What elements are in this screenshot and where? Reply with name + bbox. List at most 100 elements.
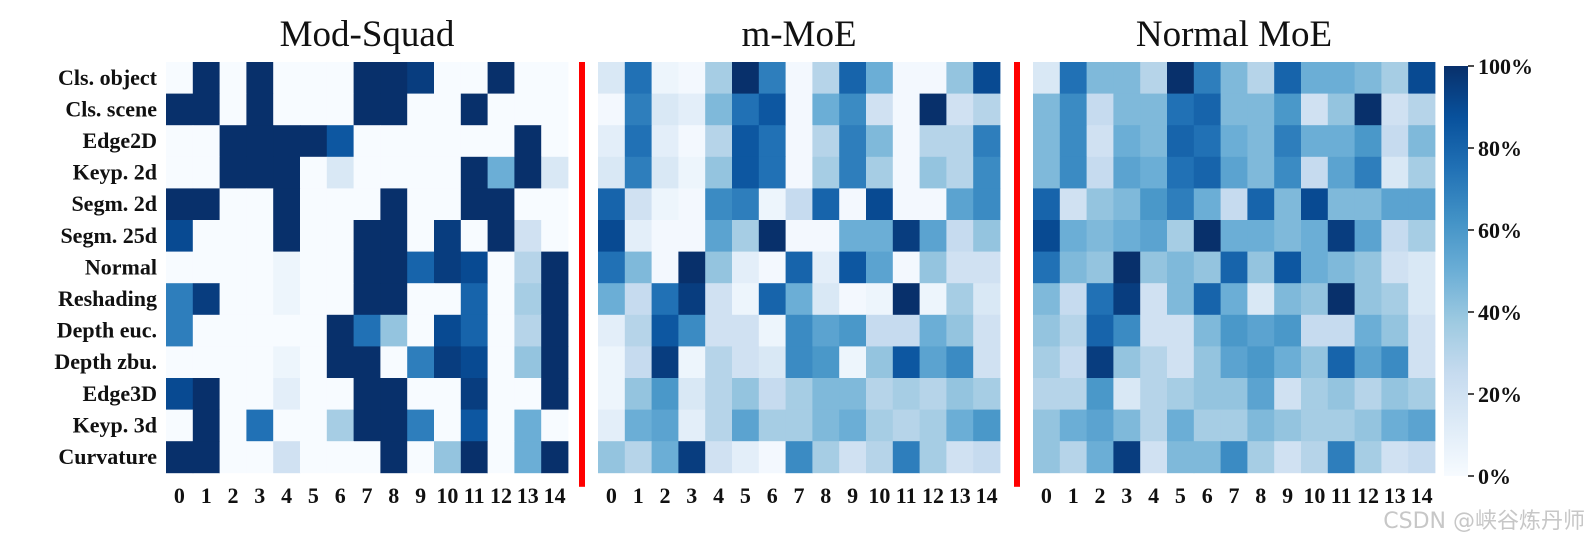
heatmap-cell [946, 409, 974, 442]
heatmap-cell [380, 314, 408, 347]
heatmap-cell [166, 251, 194, 284]
heatmap-cell [1059, 125, 1087, 158]
heatmap-cell [678, 314, 706, 347]
heatmap-cell [732, 314, 760, 347]
heatmap-cell [326, 251, 354, 284]
heatmap-cell [1408, 93, 1436, 126]
heatmap-cell [246, 441, 274, 474]
column-tick-label: 7 [362, 483, 373, 508]
heatmap-cell [1274, 62, 1302, 94]
heatmap-cell [1220, 188, 1248, 221]
heatmap-cell [1354, 156, 1382, 189]
heatmap-cell [973, 441, 1001, 474]
heatmap-cell [678, 346, 706, 379]
heatmap-cell [1408, 346, 1436, 379]
heatmap-cell [273, 409, 301, 442]
heatmap-cell [1301, 314, 1329, 347]
heatmap-cell [380, 93, 408, 126]
heatmap-cell [166, 378, 194, 410]
column-tick-label: 11 [1331, 483, 1352, 508]
heatmap-cell [1354, 188, 1382, 221]
heatmap-cell [246, 283, 274, 316]
column-tick-label: 4 [281, 483, 292, 508]
heatmap-cell [1274, 251, 1302, 284]
heatmap-cell [1381, 125, 1409, 158]
heatmap-cell [192, 220, 220, 252]
heatmap-cell [166, 314, 194, 347]
heatmap-cell [1086, 93, 1114, 126]
heatmap-cell [1247, 62, 1275, 94]
heatmap-cell [973, 156, 1001, 189]
heatmap-cell [1140, 378, 1168, 410]
heatmap-cell [1220, 378, 1248, 410]
heatmap-cell [1274, 156, 1302, 189]
heatmap-cell [973, 62, 1001, 94]
heatmap-cell [1086, 441, 1114, 474]
heatmap-cell [1033, 188, 1061, 221]
heatmap-cell [1354, 346, 1382, 379]
heatmap-cell [326, 93, 354, 126]
heatmap-cell [732, 409, 760, 442]
heatmap-cell [624, 220, 652, 252]
heatmap-cell [380, 125, 408, 158]
heatmap-cell [1113, 62, 1141, 94]
heatmap-cell [1301, 156, 1329, 189]
heatmap-cell [380, 409, 408, 442]
column-tick-label: 6 [1202, 483, 1213, 508]
heatmap-cell [273, 314, 301, 347]
heatmap-cell [1193, 220, 1221, 252]
column-tick-label: 8 [1255, 483, 1266, 508]
heatmap-cell [1408, 441, 1436, 474]
heatmap-cell [192, 346, 220, 379]
heatmap-cell [758, 314, 786, 347]
heatmap-cell [1059, 346, 1087, 379]
heatmap-cell [407, 93, 435, 126]
heatmap-cell [300, 251, 328, 284]
heatmap-cell [353, 125, 381, 158]
heatmap-cell [300, 156, 328, 189]
heatmap-cell [598, 220, 626, 252]
row-tick-label: Cls. object [58, 65, 158, 90]
heatmap-cell [839, 188, 867, 221]
heatmap-cell [732, 346, 760, 379]
heatmap-cell [166, 188, 194, 221]
heatmap-cell [1140, 156, 1168, 189]
heatmap-cell [192, 93, 220, 126]
heatmap-cell [839, 220, 867, 252]
heatmap-cell [1274, 93, 1302, 126]
heatmap-cell [1220, 346, 1248, 379]
heatmap-cell [1193, 251, 1221, 284]
heatmap-cell [407, 125, 435, 158]
heatmap-cell [892, 156, 920, 189]
heatmap-cell [1247, 188, 1275, 221]
colorbar-tick-label: 80% [1478, 136, 1522, 161]
heatmap-cell [1274, 409, 1302, 442]
heatmap-cell [1059, 314, 1087, 347]
heatmap-cell [1408, 125, 1436, 158]
heatmap-cell [1381, 220, 1409, 252]
heatmap-cell [1274, 346, 1302, 379]
heatmap-cell [246, 314, 274, 347]
heatmap-cell [919, 188, 947, 221]
heatmap-cell [246, 125, 274, 158]
heatmap-cell [758, 409, 786, 442]
heatmap-cell [434, 188, 462, 221]
heatmap-cell [1301, 251, 1329, 284]
heatmap-cell [192, 441, 220, 474]
row-tick-label: Edge3D [82, 381, 157, 406]
heatmap-cell [326, 188, 354, 221]
heatmap-cell [541, 62, 569, 94]
heatmap-cell [839, 378, 867, 410]
heatmap-cell [541, 125, 569, 158]
heatmap-cell [460, 125, 488, 158]
heatmap-cell [892, 283, 920, 316]
heatmap-cell [541, 346, 569, 379]
heatmap-cell [246, 156, 274, 189]
heatmap-cell [460, 93, 488, 126]
panel-separator-line [1014, 62, 1020, 487]
heatmap-cell [1301, 283, 1329, 316]
heatmap-cell [1354, 93, 1382, 126]
heatmap-cell [1086, 62, 1114, 94]
heatmap-cell [1408, 283, 1436, 316]
heatmap-cell [839, 156, 867, 189]
